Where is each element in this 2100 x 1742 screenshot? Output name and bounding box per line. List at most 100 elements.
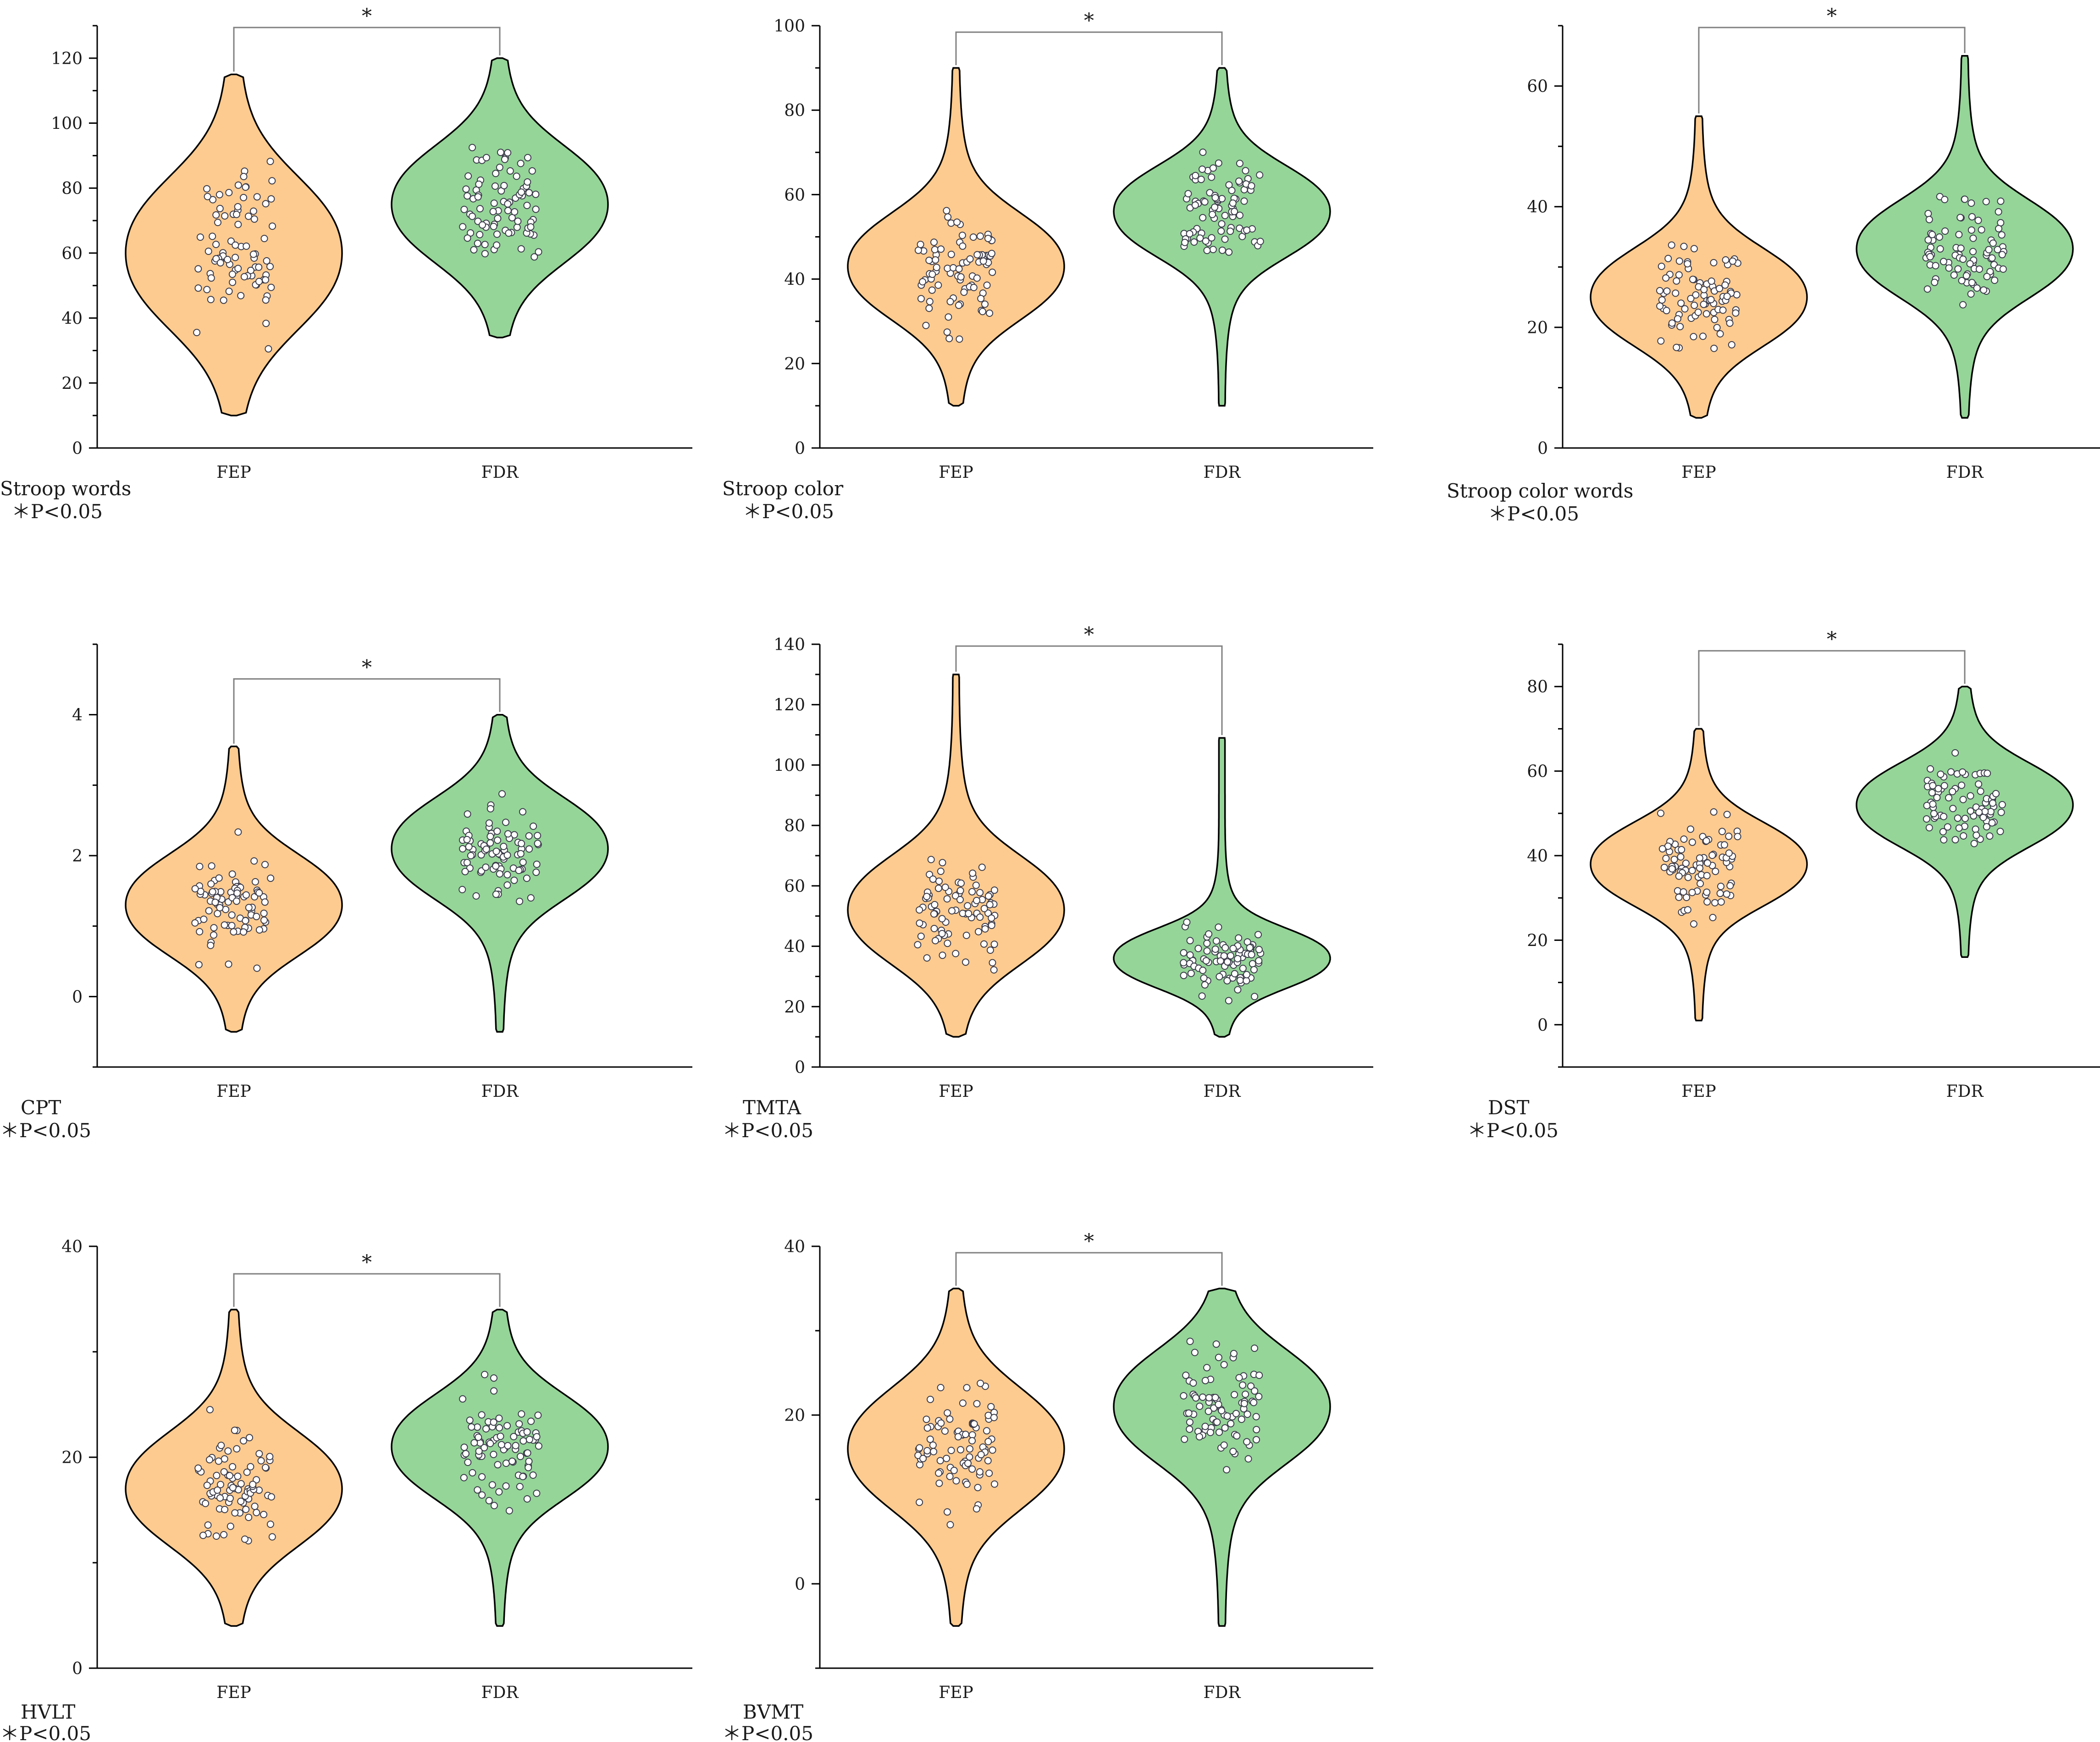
data-point bbox=[209, 232, 216, 240]
data-point bbox=[504, 1442, 512, 1449]
data-point bbox=[966, 255, 974, 263]
data-point bbox=[265, 345, 272, 353]
data-point bbox=[955, 265, 963, 273]
data-point bbox=[1180, 959, 1188, 967]
data-point bbox=[938, 915, 946, 923]
x-tick-label: FDR bbox=[1946, 1082, 1984, 1101]
data-point bbox=[1201, 981, 1209, 989]
data-point bbox=[1692, 291, 1700, 299]
data-point bbox=[496, 1424, 503, 1432]
data-point bbox=[945, 313, 952, 321]
data-point bbox=[983, 1427, 990, 1435]
violin-fep bbox=[1590, 115, 1808, 419]
y-tick-label: 20 bbox=[61, 1449, 83, 1467]
data-point bbox=[984, 1438, 992, 1445]
data-point bbox=[1951, 836, 1959, 844]
data-point bbox=[1227, 1420, 1235, 1427]
data-point bbox=[943, 207, 951, 215]
data-point bbox=[220, 1531, 228, 1538]
data-point bbox=[247, 266, 254, 274]
data-point bbox=[928, 271, 936, 278]
data-point bbox=[1253, 1436, 1260, 1443]
data-point bbox=[260, 916, 268, 924]
data-point bbox=[957, 273, 965, 281]
data-point bbox=[977, 1451, 985, 1459]
data-point bbox=[1717, 883, 1724, 890]
data-point bbox=[269, 222, 276, 230]
data-point bbox=[208, 862, 216, 870]
data-point bbox=[1932, 262, 1940, 270]
panel-caption: CPT bbox=[21, 1096, 61, 1119]
data-point bbox=[1986, 832, 1994, 840]
data-point bbox=[1668, 865, 1676, 873]
data-point bbox=[466, 1416, 474, 1424]
data-point bbox=[234, 265, 242, 272]
data-point bbox=[1947, 768, 1955, 776]
data-point bbox=[505, 229, 513, 237]
data-point bbox=[486, 805, 494, 813]
data-point bbox=[947, 219, 955, 227]
data-point bbox=[1198, 992, 1206, 1000]
data-point bbox=[227, 1522, 234, 1530]
data-point bbox=[1234, 986, 1242, 994]
data-point bbox=[207, 296, 215, 304]
data-point bbox=[1232, 1410, 1240, 1417]
data-point bbox=[492, 862, 500, 870]
data-point bbox=[1684, 260, 1691, 268]
data-point bbox=[247, 1463, 254, 1471]
data-point bbox=[532, 190, 540, 198]
data-point bbox=[929, 875, 937, 883]
data-point bbox=[260, 235, 268, 243]
data-point bbox=[240, 273, 248, 281]
data-point bbox=[937, 868, 945, 875]
data-point bbox=[245, 1514, 253, 1521]
data-point bbox=[1191, 1349, 1199, 1356]
data-point bbox=[1954, 814, 1962, 822]
data-point bbox=[1933, 794, 1941, 802]
data-point bbox=[980, 905, 988, 912]
data-point bbox=[1973, 284, 1981, 292]
data-point bbox=[1203, 947, 1211, 955]
data-point bbox=[1929, 231, 1936, 238]
data-point bbox=[1215, 924, 1222, 931]
data-point bbox=[1203, 247, 1211, 254]
data-point bbox=[1238, 1416, 1245, 1423]
data-point bbox=[260, 909, 268, 917]
data-point bbox=[1729, 257, 1736, 265]
data-point bbox=[1975, 265, 1983, 273]
data-point bbox=[1981, 807, 1989, 815]
data-point bbox=[517, 1453, 524, 1460]
data-point bbox=[1656, 302, 1664, 310]
data-point bbox=[973, 251, 981, 259]
data-point bbox=[933, 264, 940, 271]
data-point bbox=[1196, 234, 1204, 242]
data-point bbox=[525, 1464, 532, 1471]
data-point bbox=[1723, 811, 1731, 818]
data-point bbox=[1684, 906, 1691, 914]
data-point bbox=[972, 881, 980, 889]
data-point bbox=[1186, 937, 1194, 945]
data-point bbox=[1680, 243, 1688, 250]
data-point bbox=[944, 1409, 951, 1417]
data-point bbox=[517, 245, 525, 253]
data-point bbox=[1708, 852, 1716, 859]
data-point bbox=[234, 828, 242, 836]
data-point bbox=[923, 1447, 931, 1454]
data-point bbox=[260, 1510, 268, 1518]
data-point bbox=[931, 901, 939, 908]
data-point bbox=[1954, 265, 1962, 273]
data-point bbox=[1951, 749, 1959, 757]
data-point bbox=[231, 1509, 239, 1517]
y-tick-label: 20 bbox=[784, 355, 805, 374]
data-point bbox=[224, 256, 232, 263]
data-point bbox=[497, 1441, 505, 1449]
y-tick-label: 80 bbox=[784, 817, 805, 835]
data-point bbox=[1945, 794, 1952, 802]
data-point bbox=[1250, 966, 1258, 973]
data-point bbox=[1250, 1399, 1258, 1406]
data-point bbox=[1662, 274, 1670, 282]
data-point bbox=[1227, 227, 1234, 235]
data-point bbox=[1941, 227, 1949, 235]
data-point bbox=[534, 1411, 542, 1419]
